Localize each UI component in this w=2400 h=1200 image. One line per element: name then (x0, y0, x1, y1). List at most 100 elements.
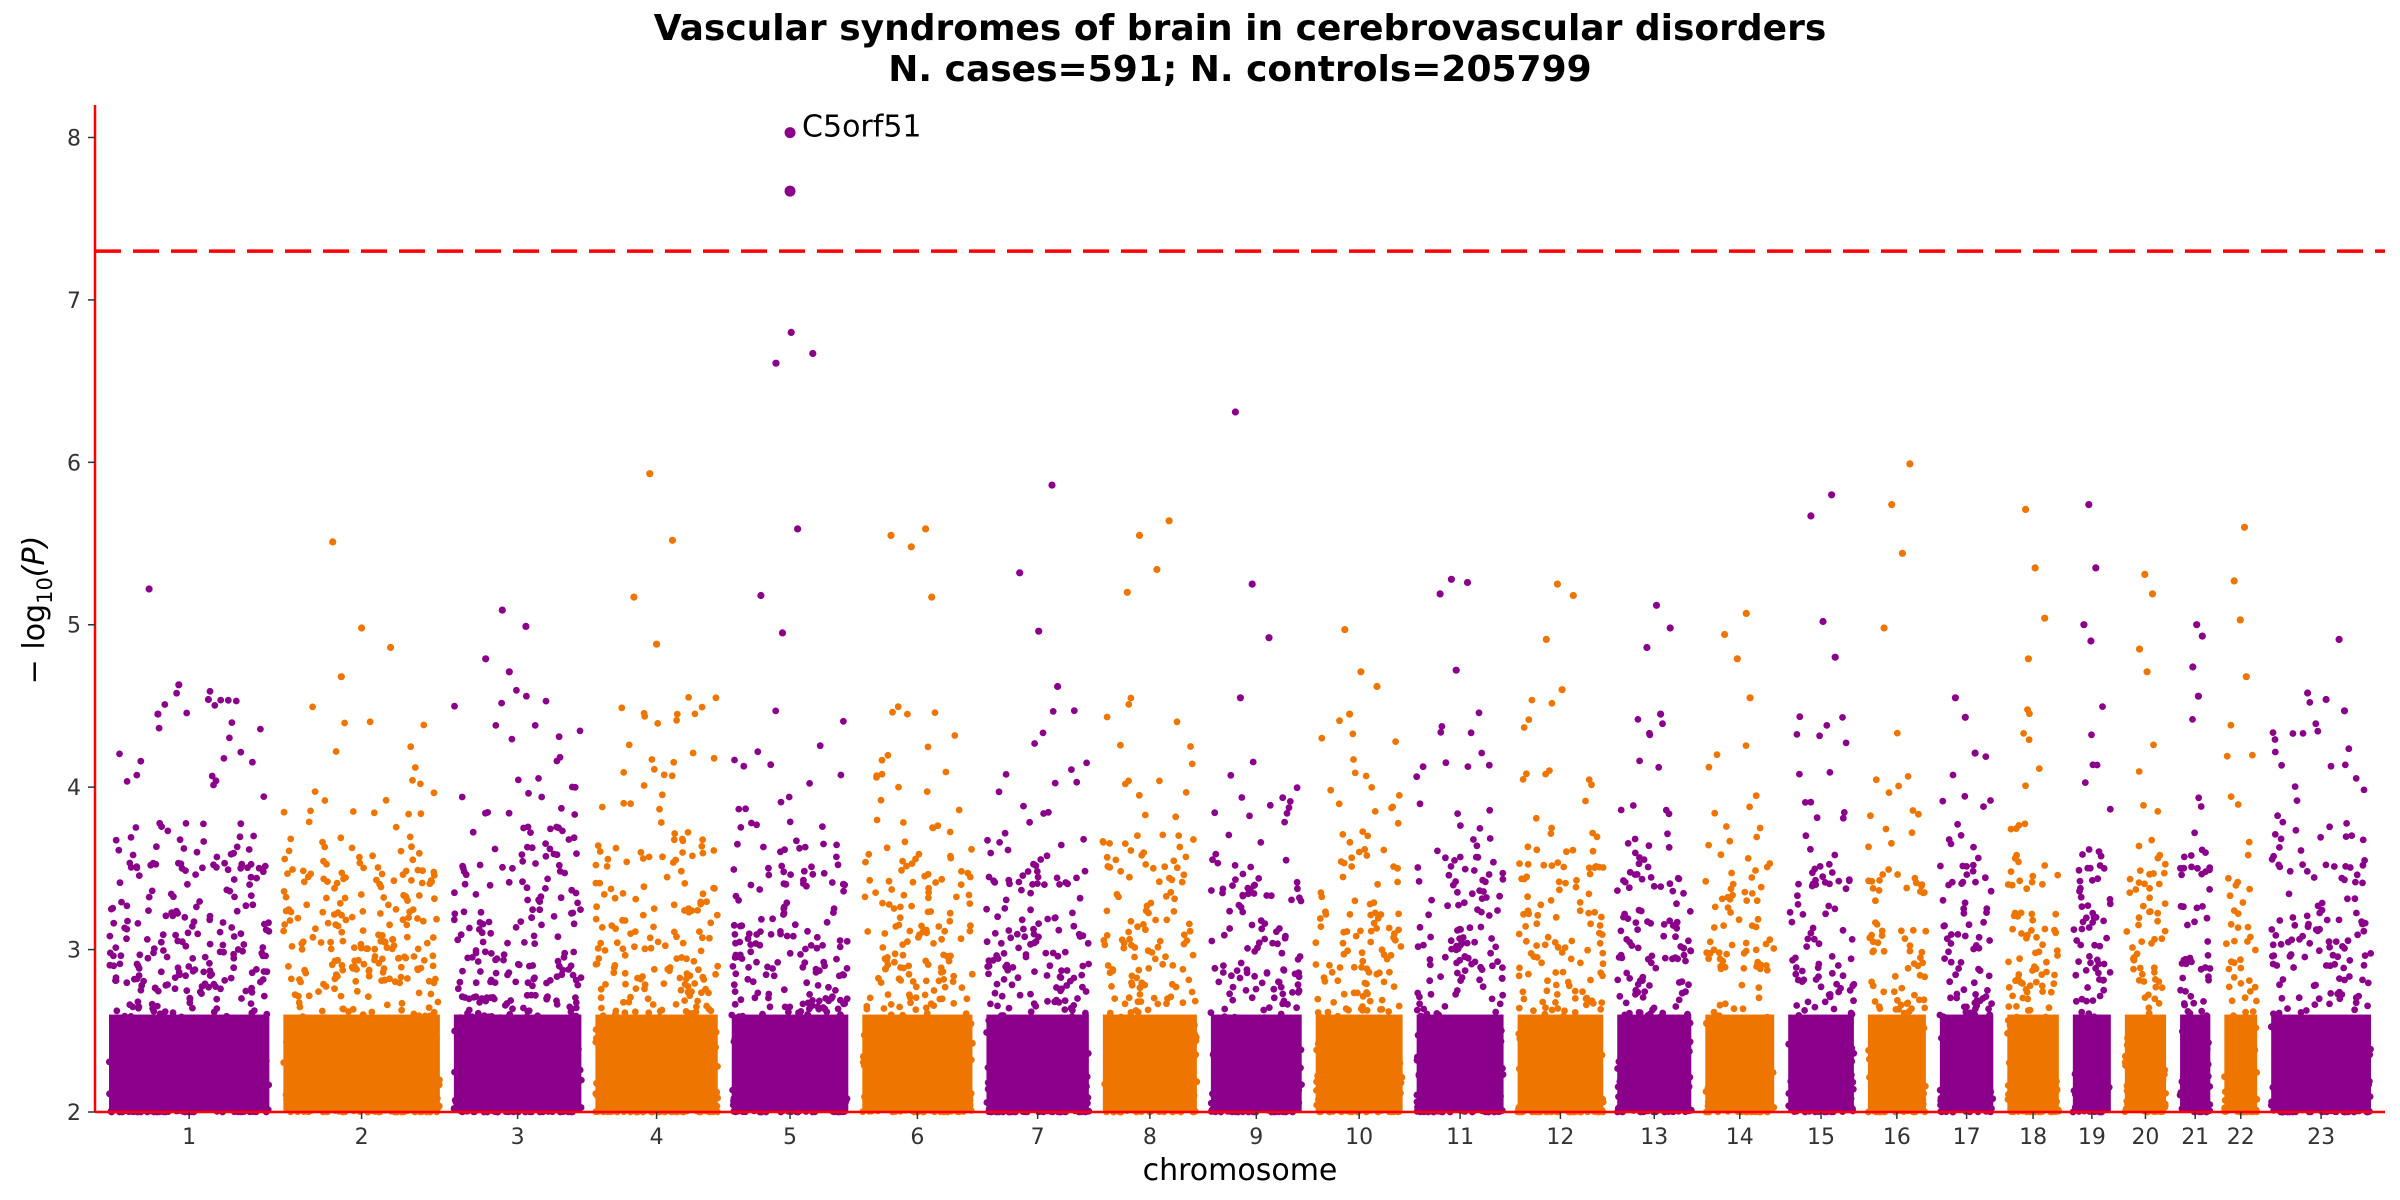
data-point (542, 885, 549, 892)
data-point (1042, 949, 1050, 957)
data-point (620, 998, 627, 1006)
data-point (1477, 923, 1485, 931)
data-point (1044, 915, 1052, 923)
data-point (523, 692, 530, 700)
data-point (378, 977, 385, 984)
data-point (1021, 933, 1029, 941)
data-point (339, 937, 347, 945)
data-point (223, 886, 231, 894)
data-point (1456, 925, 1464, 933)
data-point (965, 891, 973, 899)
data-point (317, 939, 325, 946)
data-point (780, 868, 788, 876)
data-point (1185, 920, 1193, 928)
data-point (1349, 730, 1357, 738)
data-point (382, 796, 390, 804)
data-point (1397, 943, 1405, 950)
data-point (300, 878, 308, 886)
data-point (757, 928, 764, 935)
dense-point-band (1102, 1014, 1197, 1112)
data-point (903, 862, 910, 870)
data-point (519, 857, 527, 865)
data-point (1499, 991, 1507, 999)
data-point (789, 932, 797, 940)
data-point (1390, 934, 1397, 942)
data-point (1103, 713, 1111, 721)
data-point (783, 899, 791, 907)
data-point (594, 945, 602, 952)
data-point (570, 834, 578, 842)
data-point (1533, 920, 1541, 928)
data-point (945, 957, 953, 965)
data-point (186, 995, 194, 1003)
data-point (1260, 1006, 1268, 1014)
data-point (656, 805, 663, 813)
data-point (1543, 987, 1551, 995)
data-point (118, 898, 125, 906)
data-point (573, 850, 580, 857)
data-point (695, 966, 702, 974)
data-point (338, 928, 346, 936)
data-point (240, 941, 248, 948)
data-point (1454, 888, 1461, 896)
data-point (1471, 938, 1478, 946)
data-point (1589, 847, 1597, 855)
data-point (419, 867, 426, 875)
data-point (282, 893, 290, 901)
data-point (1293, 1004, 1300, 1012)
data-point (690, 957, 698, 965)
data-point (320, 980, 327, 988)
data-point (1051, 914, 1059, 922)
data-point (884, 751, 892, 759)
data-point (1258, 925, 1266, 933)
data-point (537, 893, 545, 901)
data-point (819, 942, 826, 949)
data-point (519, 878, 526, 886)
data-point (673, 716, 680, 724)
data-point (938, 935, 945, 943)
dense-point-band (862, 1014, 973, 1112)
data-point (1339, 939, 1347, 947)
data-point (248, 989, 256, 996)
data-point (1483, 894, 1490, 901)
data-point (650, 765, 658, 773)
data-point (334, 956, 342, 964)
data-point (1179, 965, 1187, 973)
data-point (787, 871, 794, 878)
data-point (454, 985, 462, 993)
data-point (1499, 964, 1506, 971)
data-point (1451, 857, 1458, 864)
data-point (158, 823, 166, 830)
data-point (1614, 887, 1621, 894)
data-point (172, 931, 180, 939)
data-point (1413, 1006, 1421, 1014)
data-point (1125, 701, 1133, 708)
data-point (772, 707, 780, 715)
data-point (425, 1004, 433, 1011)
data-point (863, 1005, 871, 1013)
data-point (1519, 988, 1527, 996)
data-point (528, 914, 535, 921)
data-point (1539, 998, 1547, 1006)
data-point (621, 969, 629, 977)
data-point (1127, 918, 1135, 925)
data-point (1490, 858, 1497, 866)
data-point (1571, 995, 1579, 1002)
data-point (1115, 893, 1122, 901)
data-point (897, 903, 904, 911)
dense-point-band (1517, 1014, 1604, 1112)
data-point (517, 918, 525, 925)
data-point (1208, 937, 1216, 945)
data-point (1140, 921, 1147, 928)
data-point (285, 906, 293, 913)
data-point (365, 967, 373, 975)
data-point (1461, 865, 1469, 873)
data-point (1324, 1008, 1332, 1016)
data-point (806, 991, 813, 998)
peak-point (154, 710, 162, 718)
data-point (987, 849, 995, 857)
data-point (430, 979, 438, 987)
data-point (226, 734, 233, 742)
data-point (804, 999, 812, 1007)
data-point (1293, 784, 1301, 792)
